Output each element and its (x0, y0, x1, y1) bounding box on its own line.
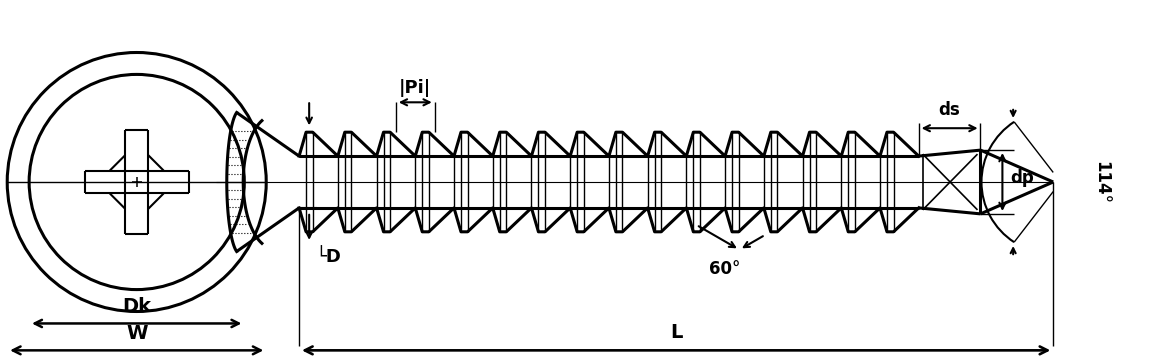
Text: Dk: Dk (122, 297, 151, 316)
Text: ds: ds (939, 101, 961, 119)
Text: dp: dp (1010, 169, 1034, 187)
Text: L: L (670, 323, 682, 343)
Text: └D: └D (315, 248, 341, 266)
Text: |Pi|: |Pi| (400, 79, 431, 97)
Text: W: W (125, 324, 148, 343)
Text: 114°: 114° (1092, 161, 1111, 203)
Text: 60°: 60° (709, 260, 741, 278)
